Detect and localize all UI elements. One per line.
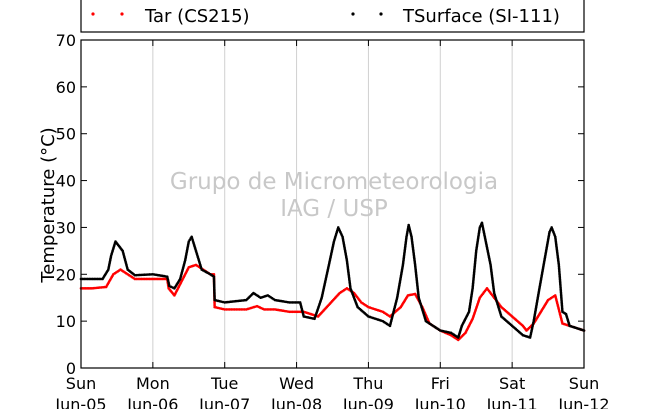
legend-marker-tar [91, 12, 95, 16]
x-tick-label-date: Jun-05 [54, 395, 106, 409]
plot-frame [80, 39, 585, 369]
y-tick-label: 30 [56, 218, 76, 237]
y-tick-label: 10 [56, 312, 76, 331]
series-tar [79, 263, 586, 342]
y-axis: 0 10 20 30 40 50 60 70 [56, 31, 584, 378]
x-tick-label-date: Jun-09 [342, 395, 394, 409]
vertical-grid [152, 40, 513, 368]
x-axis: Sun Jun-05 Mon Jun-06 Tue Jun-07 Wed Jun-08 Thu J… [54, 40, 610, 409]
x-tick-label-day: Fri [431, 374, 450, 393]
legend: Tar (CS215) TSurface (SI-111) [80, 0, 585, 33]
x-tick-label-date: Jun-06 [126, 395, 178, 409]
x-tick-label-day: Wed [279, 374, 314, 393]
y-axis-title: Temperature (°C) [38, 127, 59, 283]
y-tick-label: 50 [56, 125, 76, 144]
y-tick-label: 40 [56, 172, 76, 191]
x-tick-label-day: Sun [66, 374, 96, 393]
y-tick-label: 20 [56, 265, 76, 284]
x-tick-label-date: Jun-12 [557, 395, 609, 409]
legend-marker-tar [120, 12, 124, 16]
legend-marker-tsurface [379, 12, 383, 16]
x-tick-label-day: Sat [499, 374, 525, 393]
x-tick-label-day: Sun [569, 374, 599, 393]
legend-label-tsurface: TSurface (SI-111) [402, 6, 560, 27]
x-tick-label-date: Jun-11 [486, 395, 538, 409]
x-tick-label-date: Jun-08 [270, 395, 322, 409]
y-tick-label: 0 [66, 359, 76, 378]
legend-label-tar: Tar (CS215) [144, 6, 250, 27]
legend-box [80, 0, 585, 33]
watermark-line-1: Grupo de Micrometeorologia [170, 169, 498, 195]
x-tick-label-day: Tue [210, 374, 238, 393]
series-layer [79, 221, 586, 342]
x-tick-label-date: Jun-07 [198, 395, 250, 409]
legend-marker-tsurface [351, 12, 355, 16]
x-tick-label-date: Jun-10 [414, 395, 466, 409]
series-tsurface [79, 221, 586, 339]
watermark-line-2: IAG / USP [280, 196, 388, 222]
y-tick-label: 70 [56, 31, 76, 50]
x-tick-label-day: Mon [136, 374, 170, 393]
x-tick-label-day: Thu [352, 374, 383, 393]
y-tick-label: 60 [56, 78, 76, 97]
